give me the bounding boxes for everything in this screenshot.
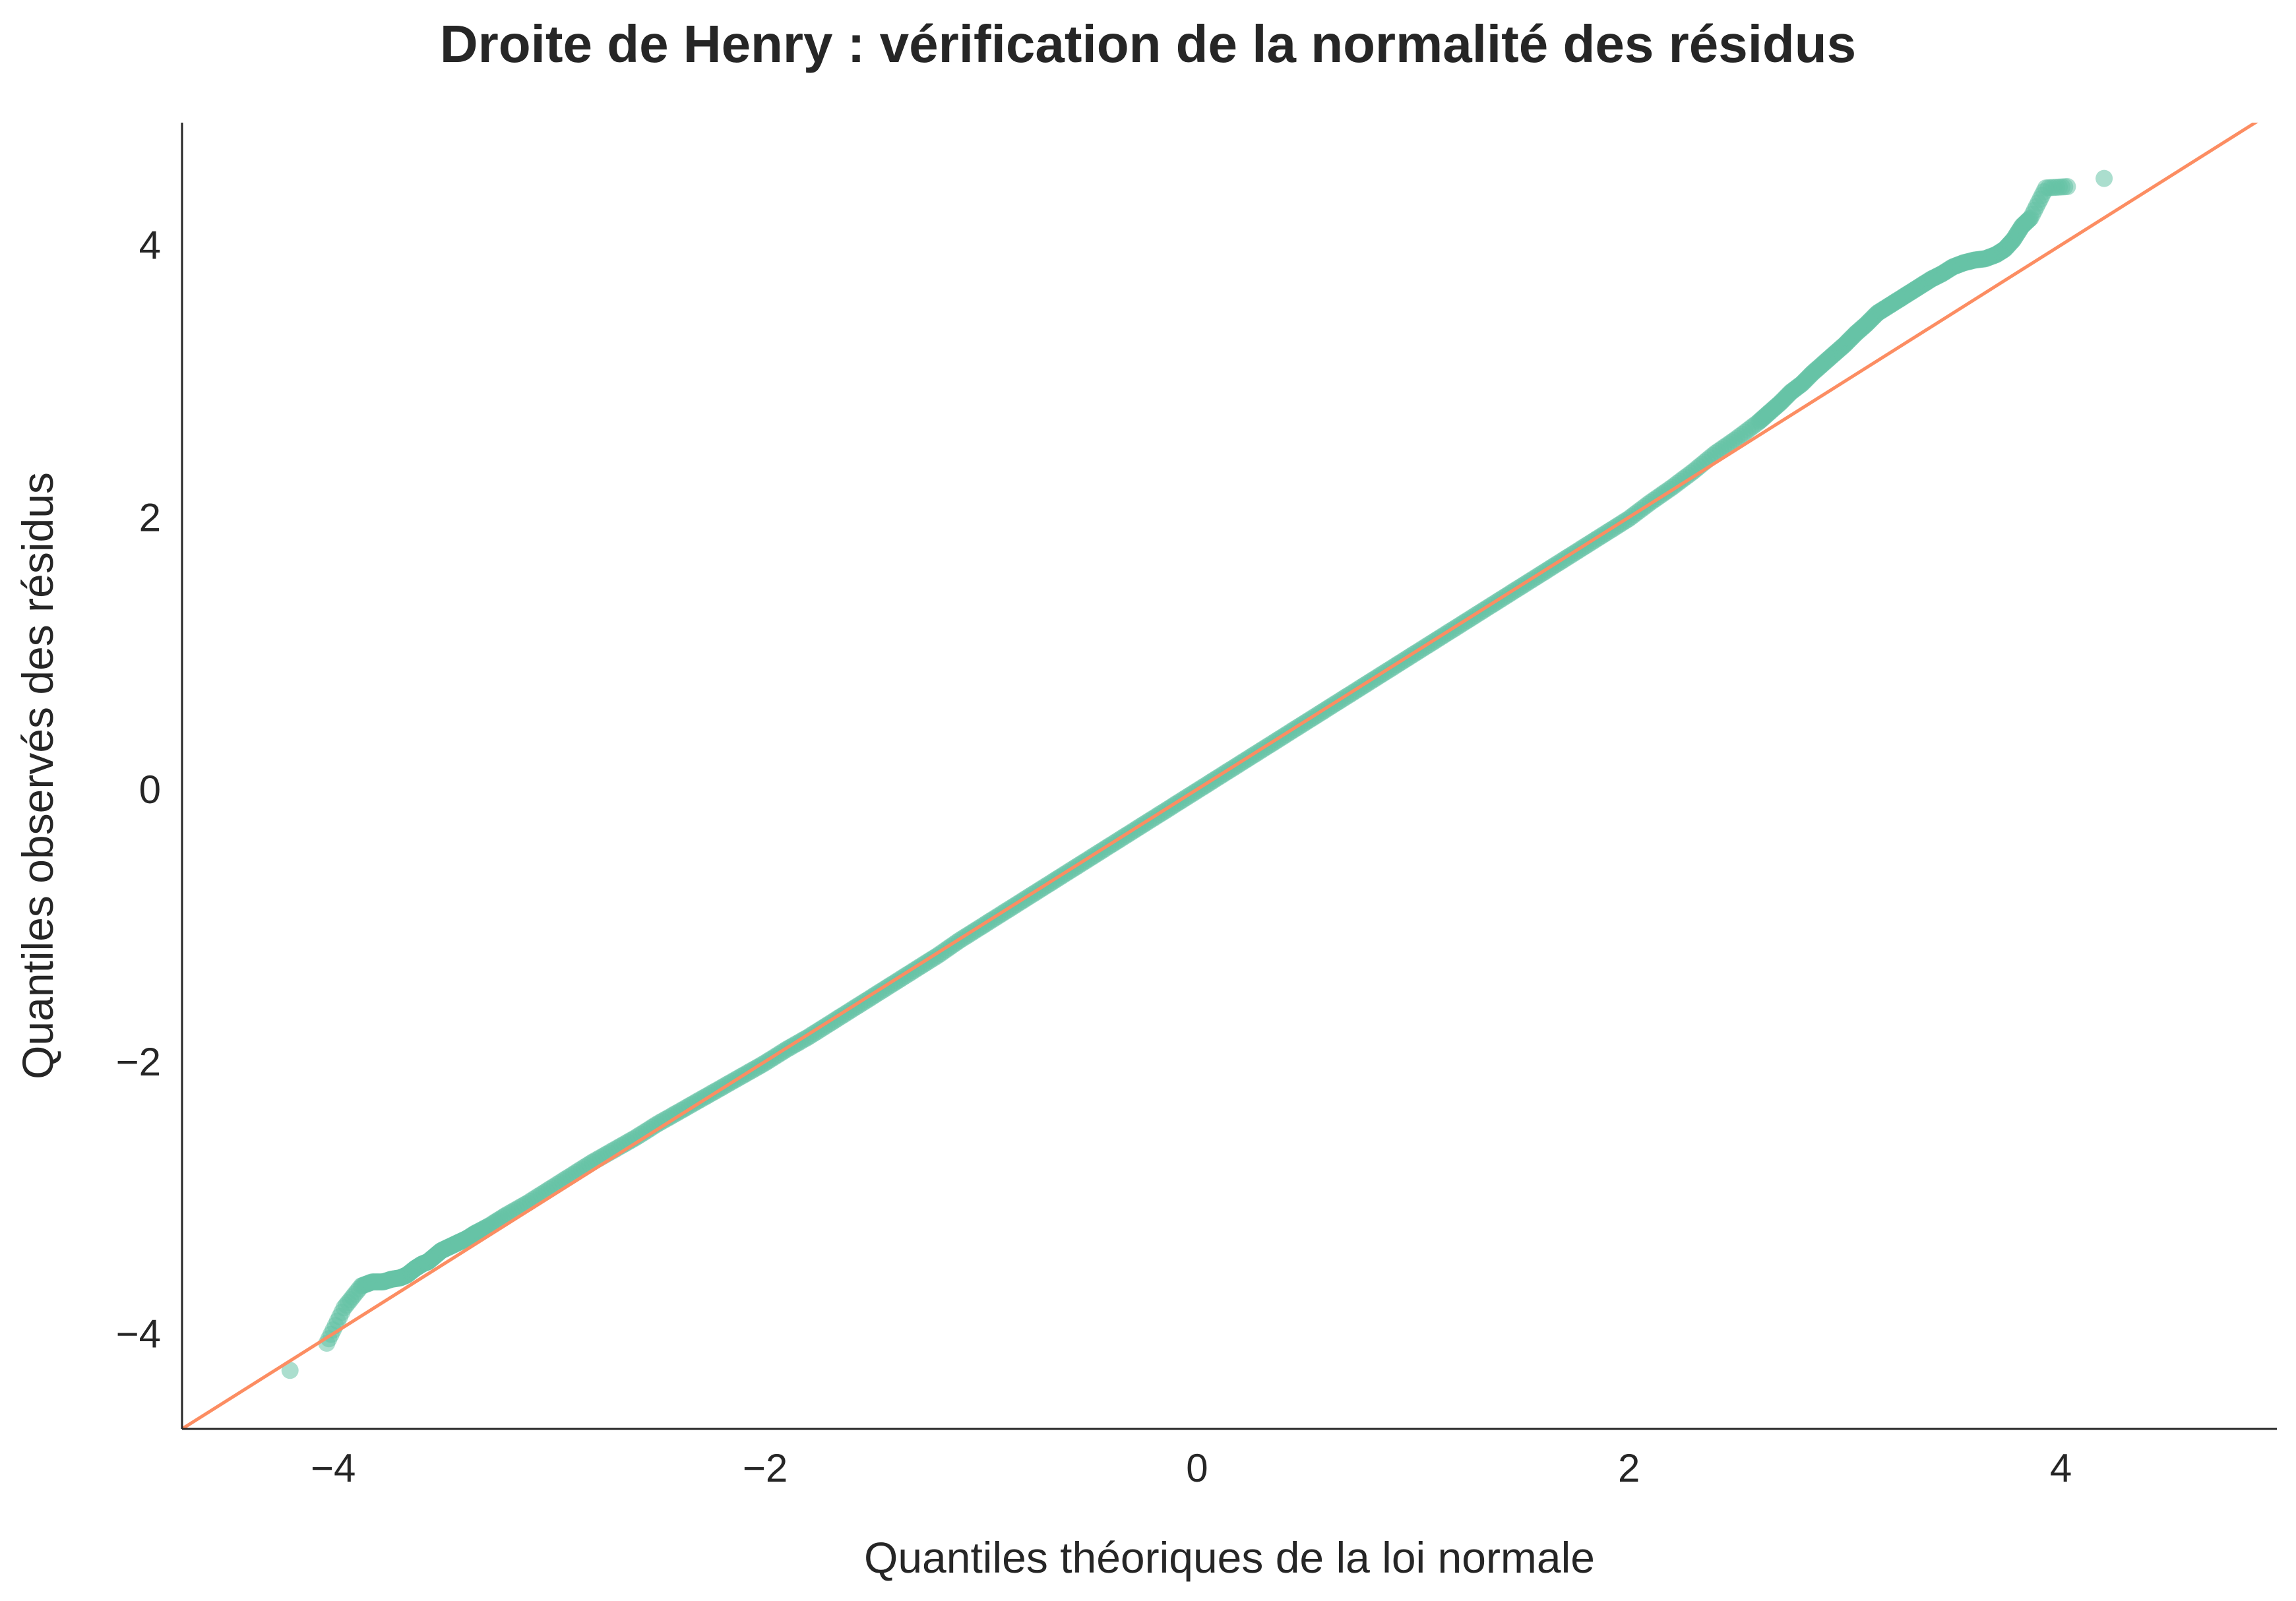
y-tick-label: −4	[116, 1312, 161, 1356]
scatter-points	[281, 169, 2113, 1379]
y-tick-label: 4	[139, 224, 161, 268]
data-point	[2059, 178, 2076, 195]
x-tick-label: 4	[2050, 1446, 2072, 1490]
axes	[181, 123, 2277, 1430]
x-tick-label: 0	[1186, 1446, 1208, 1490]
x-tick-label: −4	[311, 1446, 356, 1490]
y-tick-label: 0	[139, 768, 161, 812]
y-tick-label: −2	[116, 1040, 161, 1084]
y-tick-label: 2	[139, 495, 161, 539]
tick-labels: −4 −2 0 2 4 −4 −2 0 2 4	[116, 224, 2072, 1490]
x-axis-label: Quantiles théoriques de la loi normale	[864, 1533, 1595, 1582]
data-point	[2095, 169, 2113, 187]
x-tick-label: −2	[743, 1446, 788, 1490]
reference-line	[182, 123, 2258, 1429]
reference-line-group	[182, 123, 2258, 1429]
y-axis-label: Quantiles observés des résidus	[13, 472, 62, 1079]
chart-title: Droite de Henry : vérification de la nor…	[439, 15, 1857, 73]
x-tick-label: 2	[1618, 1446, 1640, 1490]
data-point	[281, 1362, 299, 1379]
